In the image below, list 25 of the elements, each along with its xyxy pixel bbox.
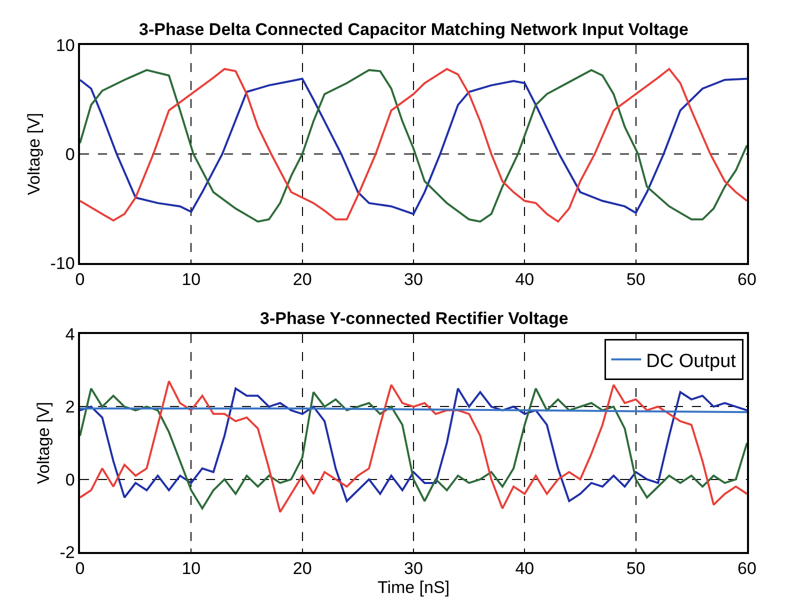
x-tick-label: 30: [404, 270, 423, 290]
y-tick-label: 2: [65, 398, 75, 417]
y-axis-title: Voltage [V]: [34, 402, 53, 484]
x-tick-label: 30: [404, 559, 423, 578]
x-tick-label: 10: [182, 270, 201, 290]
chart-title: 3-Phase Delta Connected Capacitor Matching Network Input Voltage: [139, 20, 688, 39]
y-tick-label: -10: [50, 254, 75, 273]
x-tick-label: 60: [738, 270, 756, 290]
x-tick-label: 20: [292, 270, 312, 290]
x-axis-title: Time [nS]: [377, 578, 450, 598]
chart-title: 3-Phase Y-connected Rectifier Voltage: [260, 309, 568, 328]
x-tick-label: 60: [738, 559, 756, 578]
y-tick-label: 10: [56, 36, 75, 55]
legend-label: DC Output: [646, 350, 737, 372]
y-tick-label: 0: [65, 144, 75, 164]
x-tick-label: 50: [626, 270, 646, 290]
y-tick-label: -2: [60, 542, 75, 562]
x-tick-label: 10: [182, 559, 201, 578]
y-tick-label: 0: [65, 470, 75, 490]
y-axis-title: Voltage [V]: [24, 112, 44, 196]
x-tick-label: 40: [515, 559, 534, 578]
x-tick-label: 40: [515, 270, 534, 290]
x-tick-label: 20: [292, 559, 312, 578]
y-tick-label: 4: [65, 324, 75, 344]
x-tick-label: 50: [626, 559, 646, 578]
